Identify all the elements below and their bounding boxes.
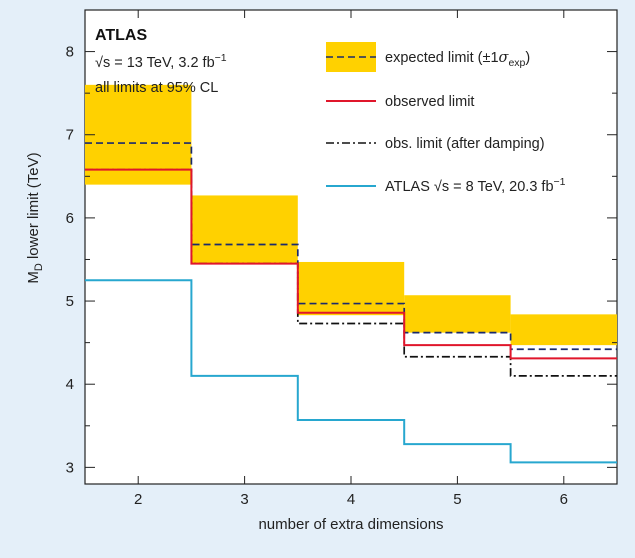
y-tick-label-4: 4 xyxy=(66,376,74,393)
expected-band-bin-2 xyxy=(85,84,192,185)
expected-band-bin-3 xyxy=(191,195,298,264)
legend-expected-label: expected limit (±1σexp) xyxy=(385,50,530,69)
axis-layer: 2 3 4 5 6 3 4 5 6 7 8 xyxy=(66,10,617,508)
y-tick-label-7: 7 xyxy=(66,127,74,144)
series-line-1 xyxy=(85,168,617,360)
x-tick-label-3: 3 xyxy=(240,491,248,508)
experiment-label: ATLAS xyxy=(95,27,147,44)
energy-label: √s = 13 TeV, 3.2 fb−1 xyxy=(95,52,227,71)
y-tick-label-8: 8 xyxy=(66,44,74,61)
legend-observed-label: observed limit xyxy=(385,94,474,110)
y-tick-label-6: 6 xyxy=(66,210,74,227)
expected-band-bin-6 xyxy=(510,314,617,346)
legend: expected limit (±1σexp) observed limit o… xyxy=(326,42,566,195)
legend-atlas8-label: ATLAS √s = 8 TeV, 20.3 fb−1 xyxy=(385,176,566,195)
x-tick-label-4: 4 xyxy=(347,491,355,508)
cl-note-label: all limits at 95% CL xyxy=(95,80,218,96)
y-axis-title: MD lower limit (TeV) xyxy=(25,152,45,283)
series-layer xyxy=(85,142,617,464)
expected-band-bin-5 xyxy=(404,295,511,333)
series-line-3 xyxy=(85,279,617,464)
series-line-2 xyxy=(85,168,617,377)
x-axis-title: number of extra dimensions xyxy=(258,516,443,533)
legend-damping-label: obs. limit (after damping) xyxy=(385,136,545,152)
y-tick-label-3: 3 xyxy=(66,459,74,476)
x-tick-label-2: 2 xyxy=(134,491,142,508)
expected-band-layer xyxy=(85,84,617,346)
expected-band-bin-4 xyxy=(297,261,405,316)
y-tick-label-5: 5 xyxy=(66,293,74,310)
x-tick-label-5: 5 xyxy=(453,491,461,508)
x-tick-label-6: 6 xyxy=(560,491,568,508)
